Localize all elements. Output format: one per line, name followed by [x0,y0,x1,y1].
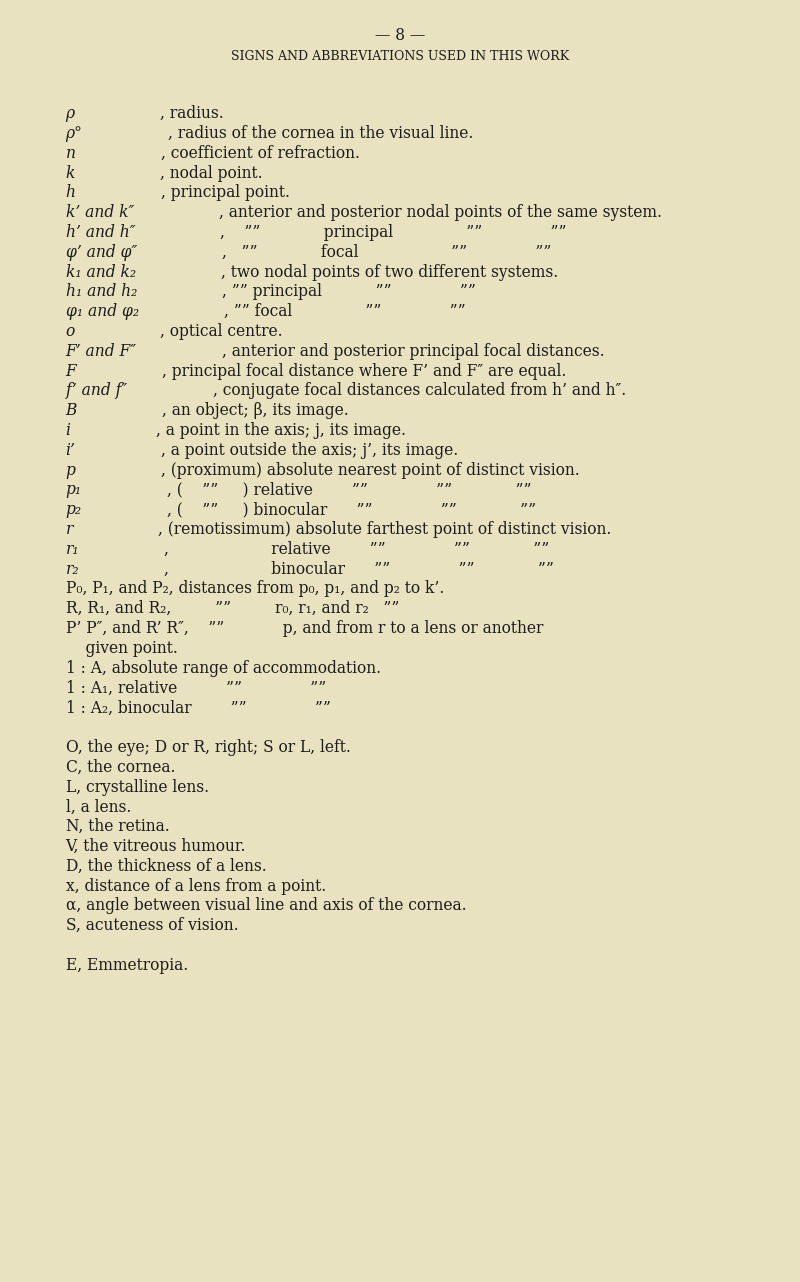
Text: V, the vitreous humour.: V, the vitreous humour. [66,838,246,855]
Text: i: i [66,422,70,438]
Text: k’ and k″: k’ and k″ [66,204,134,222]
Text: , ”” focal               ””              ””: , ”” focal ”” ”” [224,303,466,320]
Text: , radius.: , radius. [160,105,224,122]
Text: l, a lens.: l, a lens. [66,799,131,815]
Text: given point.: given point. [66,640,178,656]
Text: φ’ and φ″: φ’ and φ″ [66,244,137,260]
Text: L, crystalline lens.: L, crystalline lens. [66,778,209,796]
Text: ,   ””             focal                   ””              ””: , ”” focal ”” ”” [222,244,551,260]
Text: D, the thickness of a lens.: D, the thickness of a lens. [66,858,266,874]
Text: SIGNS AND ABBREVIATIONS USED IN THIS WORK: SIGNS AND ABBREVIATIONS USED IN THIS WOR… [231,50,569,63]
Text: α, angle between visual line and axis of the cornea.: α, angle between visual line and axis of… [66,897,466,914]
Text: k: k [66,164,75,182]
Text: F’ and F″: F’ and F″ [66,342,137,360]
Text: 1 : A₂, binocular        ””              ””: 1 : A₂, binocular ”” ”” [66,700,330,717]
Text: , optical centre.: , optical centre. [160,323,283,340]
Text: , nodal point.: , nodal point. [160,164,263,182]
Text: , coefficient of refraction.: , coefficient of refraction. [161,145,360,162]
Text: R, R₁, and R₂,         ””         r₀, r₁, and r₂   ””: R, R₁, and R₂, ”” r₀, r₁, and r₂ ”” [66,600,399,618]
Text: i’: i’ [66,442,75,459]
Text: O, the eye; D or R, right; S or L, left.: O, the eye; D or R, right; S or L, left. [66,738,350,756]
Text: , anterior and posterior nodal points of the same system.: , anterior and posterior nodal points of… [219,204,662,222]
Text: k₁ and k₂: k₁ and k₂ [66,264,136,281]
Text: , conjugate focal distances calculated from h’ and h″.: , conjugate focal distances calculated f… [213,382,626,400]
Text: — 8 —: — 8 — [375,27,425,44]
Text: 1 : A₁, relative          ””              ””: 1 : A₁, relative ”” ”” [66,679,326,696]
Text: 1 : A, absolute range of accommodation.: 1 : A, absolute range of accommodation. [66,660,381,677]
Text: r₁: r₁ [66,541,79,558]
Text: p₂: p₂ [66,501,82,518]
Text: B: B [66,403,77,419]
Text: , ”” principal           ””              ””: , ”” principal ”” ”” [222,283,476,300]
Text: p₁: p₁ [66,482,82,499]
Text: , (proximum) absolute nearest point of distinct vision.: , (proximum) absolute nearest point of d… [161,462,579,478]
Text: N, the retina.: N, the retina. [66,818,170,835]
Text: , (    ””     ) binocular      ””              ””             ””: , ( ”” ) binocular ”” ”” ”” [167,501,536,518]
Text: , radius of the cornea in the visual line.: , radius of the cornea in the visual lin… [168,124,473,142]
Text: , (    ””     ) relative        ””              ””             ””: , ( ”” ) relative ”” ”” ”” [167,482,531,499]
Text: , two nodal points of two different systems.: , two nodal points of two different syst… [221,264,558,281]
Text: , (remotissimum) absolute farthest point of distinct vision.: , (remotissimum) absolute farthest point… [158,520,611,538]
Text: x, distance of a lens from a point.: x, distance of a lens from a point. [66,878,326,895]
Text: S, acuteness of vision.: S, acuteness of vision. [66,917,238,935]
Text: p: p [66,462,75,478]
Text: P’ P″, and R’ R″,    ””            p, and from r to a lens or another: P’ P″, and R’ R″, ”” p, and from r to a … [66,620,543,637]
Text: E, Emmetropia.: E, Emmetropia. [66,956,188,974]
Text: ,                     binocular      ””              ””             ””: , binocular ”” ”” ”” [165,560,554,578]
Text: h’ and h″: h’ and h″ [66,224,135,241]
Text: ,                     relative        ””              ””             ””: , relative ”” ”” ”” [165,541,550,558]
Text: , a point in the axis; j, its image.: , a point in the axis; j, its image. [156,422,406,438]
Text: , an object; β, its image.: , an object; β, its image. [162,403,349,419]
Text: o: o [66,323,75,340]
Text: n: n [66,145,76,162]
Text: , principal point.: , principal point. [161,185,290,201]
Text: C, the cornea.: C, the cornea. [66,759,175,776]
Text: ρ: ρ [66,105,74,122]
Text: f’ and f″: f’ and f″ [66,382,128,400]
Text: , principal focal distance where F’ and F″ are equal.: , principal focal distance where F’ and … [162,363,566,379]
Text: r₂: r₂ [66,560,79,578]
Text: , anterior and posterior principal focal distances.: , anterior and posterior principal focal… [222,342,605,360]
Text: r: r [66,520,73,538]
Text: φ₁ and φ₂: φ₁ and φ₂ [66,303,138,320]
Text: h: h [66,185,76,201]
Text: , a point outside the axis; j’, its image.: , a point outside the axis; j’, its imag… [161,442,458,459]
Text: h₁ and h₂: h₁ and h₂ [66,283,137,300]
Text: ρ°: ρ° [66,124,82,142]
Text: P₀, P₁, and P₂, distances from p₀, p₁, and p₂ to k’.: P₀, P₁, and P₂, distances from p₀, p₁, a… [66,581,444,597]
Text: ,    ””             principal               ””              ””: , ”” principal ”” ”” [220,224,567,241]
Text: F: F [66,363,76,379]
